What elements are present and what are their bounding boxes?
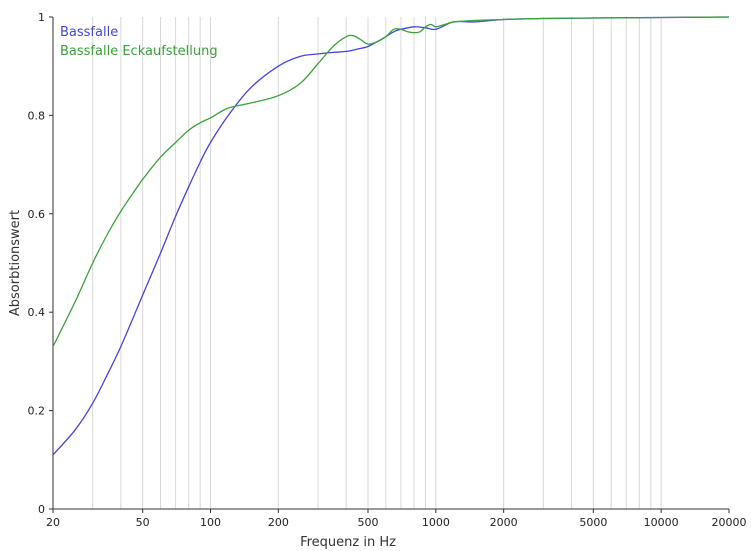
x-tick-label: 50: [136, 516, 150, 529]
x-tick-label: 10000: [644, 516, 679, 529]
y-tick-label: 1: [38, 11, 45, 24]
y-tick-label: 0.4: [28, 306, 46, 319]
y-tick-label: 0.2: [28, 405, 46, 418]
legend-entry-bassfalle-eckaufstellung: Bassfalle Eckaufstellung: [60, 44, 218, 59]
y-axis-title: Absorbtionswert: [8, 210, 23, 316]
legend-entry-bassfalle: Bassfalle: [60, 25, 118, 40]
series-line-bassfalle: [52, 16, 730, 456]
x-tick-label: 20: [46, 516, 60, 529]
x-axis-title: Frequenz in Hz: [300, 535, 396, 550]
y-tick-label: 0: [38, 503, 45, 516]
x-tick-label: 200: [268, 516, 289, 529]
axes: 20 50 100 200 500 1000 2000 5000 10000 20000 0 0.2 0…: [28, 11, 747, 529]
legend: Bassfalle Bassfalle Eckaufstellung: [60, 25, 218, 59]
x-tick-label: 100: [200, 516, 221, 529]
grid: [92, 17, 662, 509]
x-tick-label: 500: [358, 516, 379, 529]
x-tick-label: 5000: [579, 516, 607, 529]
series: [52, 16, 730, 456]
y-tick-label: 0.6: [28, 208, 46, 221]
x-tick-label: 1000: [422, 516, 450, 529]
y-tick-label: 0.8: [28, 109, 46, 122]
series-line-bassfalle-eckaufstellung: [52, 16, 730, 347]
x-tick-label: 2000: [490, 516, 518, 529]
x-tick-label: 20000: [712, 516, 747, 529]
